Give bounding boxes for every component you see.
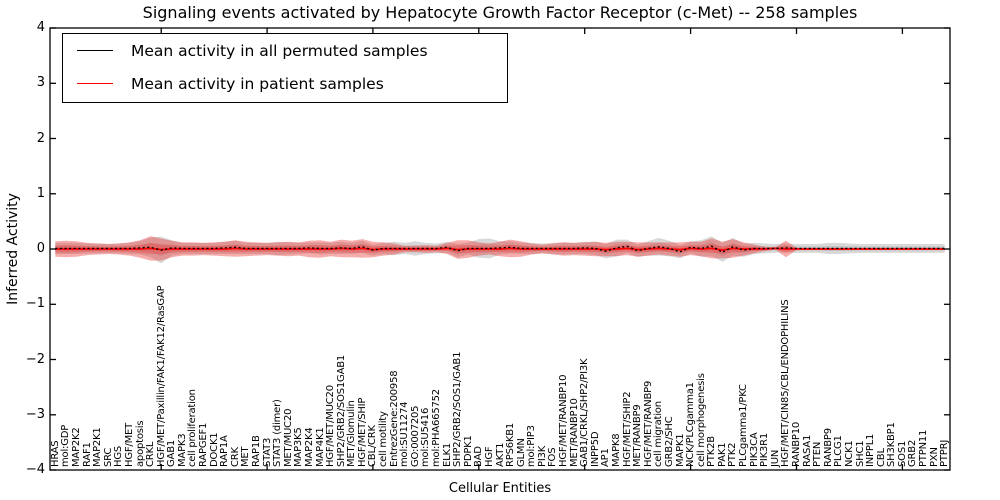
x-tick-label: MET/RANBP9 bbox=[632, 404, 644, 467]
x-tick-label: MET bbox=[240, 446, 252, 467]
x-tick-label: AP1 bbox=[600, 448, 612, 467]
legend-label-permuted: Mean activity in all permuted samples bbox=[131, 41, 428, 60]
legend-item-permuted: Mean activity in all permuted samples bbox=[63, 34, 507, 67]
x-tick-label: cell proliferation bbox=[187, 389, 199, 467]
x-tick-label: mol:SU11274 bbox=[399, 401, 411, 467]
y-tick-label: −3 bbox=[25, 406, 45, 422]
y-tick-label: 4 bbox=[36, 20, 45, 35]
x-tick-label: HGF/MET/CIN85/CBL/ENDOPHILINS bbox=[780, 299, 792, 467]
x-tick-label: BAD bbox=[473, 446, 485, 467]
x-tick-label: SH3KBP1 bbox=[886, 422, 898, 467]
x-tick-label: MAP2K2 bbox=[70, 427, 82, 467]
x-tick-label: PTK2 bbox=[727, 442, 739, 467]
x-tick-label: GRB2/SHC bbox=[663, 416, 675, 467]
x-tick-label: CBL/CRK bbox=[367, 425, 379, 467]
x-tick-label: mol:PHA665752 bbox=[430, 389, 442, 467]
legend-box: Mean activity in all permuted samples Me… bbox=[62, 33, 508, 103]
x-tick-label: GAB1 bbox=[166, 439, 178, 467]
x-tick-label: STAT3 bbox=[261, 437, 273, 467]
x-tick-label: RASA1 bbox=[801, 434, 813, 467]
x-tick-label: INPPL1 bbox=[865, 433, 877, 467]
y-tick-label: 3 bbox=[36, 75, 45, 91]
x-tick-label: MET/Glomulin bbox=[346, 400, 358, 467]
x-tick-label: PLCG1 bbox=[833, 435, 845, 467]
x-tick-label: DOCK1 bbox=[208, 432, 220, 467]
x-tick-label: RAPGEF1 bbox=[198, 422, 210, 467]
x-tick-label: mol:PIP3 bbox=[526, 425, 538, 467]
x-tick-label: mol:SU5416 bbox=[420, 407, 432, 467]
x-tick-label: HGF/MET bbox=[123, 422, 135, 467]
x-tick-label: RAP1A bbox=[219, 435, 231, 467]
x-tick-label: STAT3 (dimer) bbox=[272, 399, 284, 467]
y-tick-label: 2 bbox=[36, 130, 45, 146]
x-tick-label: SHP2/GRB2/SOS1/GAB1 bbox=[452, 351, 464, 467]
chart-title: Signaling events activated by Hepatocyte… bbox=[142, 3, 858, 22]
x-tick-label: HGF/MET/SHIP2 bbox=[621, 391, 633, 467]
x-tick-label: NCK1 bbox=[843, 440, 855, 467]
legend-line-patient-icon bbox=[77, 83, 113, 84]
x-tick-label: RPS6KB1 bbox=[505, 422, 517, 467]
x-tick-label: PTPRJ bbox=[939, 439, 951, 467]
x-tick-label: HGF bbox=[483, 446, 495, 467]
x-tick-label: HGF/MET/RANBP10 bbox=[558, 374, 570, 467]
x-tick-label: RAF1 bbox=[81, 442, 93, 467]
x-tick-label: mol:GDP bbox=[60, 424, 72, 467]
x-tick-label: RANBP10 bbox=[790, 421, 802, 467]
x-tick-label: PLCgamma1/PKC bbox=[738, 384, 750, 467]
x-tick-label: FOS bbox=[547, 447, 559, 467]
x-tick-label: PIK3CA bbox=[748, 432, 760, 467]
x-tick-label: apoptosis bbox=[134, 420, 146, 467]
x-tick-label: AKT1 bbox=[494, 442, 506, 467]
x-tick-label: PIK3R1 bbox=[759, 432, 771, 467]
x-tick-label: GAB1/CRKL/SHP2/PI3K bbox=[579, 358, 591, 467]
x-tick-label: NCK/PLCgamma1 bbox=[685, 382, 697, 467]
x-tick-label: MAP4K1 bbox=[314, 427, 326, 467]
x-tick-label: MAP3K5 bbox=[293, 427, 305, 467]
y-tick-label: −1 bbox=[25, 296, 45, 312]
x-tick-label: CRKL bbox=[145, 441, 157, 467]
x-tick-label: SHC1 bbox=[854, 440, 866, 467]
legend-item-patient: Mean activity in patient samples bbox=[63, 67, 507, 100]
y-tick-label: 1 bbox=[36, 185, 45, 201]
x-tick-label: PTPN11 bbox=[918, 429, 930, 467]
legend-label-patient: Mean activity in patient samples bbox=[131, 74, 384, 93]
x-tick-label: cell migration bbox=[653, 401, 665, 467]
y-tick-label: 0 bbox=[36, 241, 45, 256]
x-tick-label: cell motility bbox=[378, 411, 390, 467]
x-tick-label: MAP2K4 bbox=[303, 427, 315, 467]
x-tick-label: HGS bbox=[113, 445, 125, 467]
x-tick-label: MAPK1 bbox=[674, 433, 686, 467]
x-tick-label: ELK1 bbox=[441, 442, 453, 467]
x-tick-label: RAP1B bbox=[250, 435, 262, 467]
x-tick-label: PTEN bbox=[812, 441, 824, 467]
legend-line-permuted-icon bbox=[77, 50, 113, 51]
y-tick-label: −2 bbox=[25, 351, 45, 367]
x-tick-label: EntrezGene:200958 bbox=[388, 370, 400, 467]
x-axis-label: Cellular Entities bbox=[448, 481, 552, 496]
x-tick-label: MET/RANBP10 bbox=[568, 398, 580, 467]
x-tick-label: GRB2 bbox=[907, 439, 919, 467]
x-tick-label: MAPK8 bbox=[610, 433, 622, 467]
x-tick-label: HGF/MET/MUC20 bbox=[325, 385, 337, 467]
x-tick-label: PTK2B bbox=[706, 436, 718, 467]
y-tick-label: −4 bbox=[25, 462, 45, 477]
x-tick-label: MAP2K1 bbox=[92, 427, 104, 467]
x-tick-label: PXN bbox=[928, 447, 940, 467]
